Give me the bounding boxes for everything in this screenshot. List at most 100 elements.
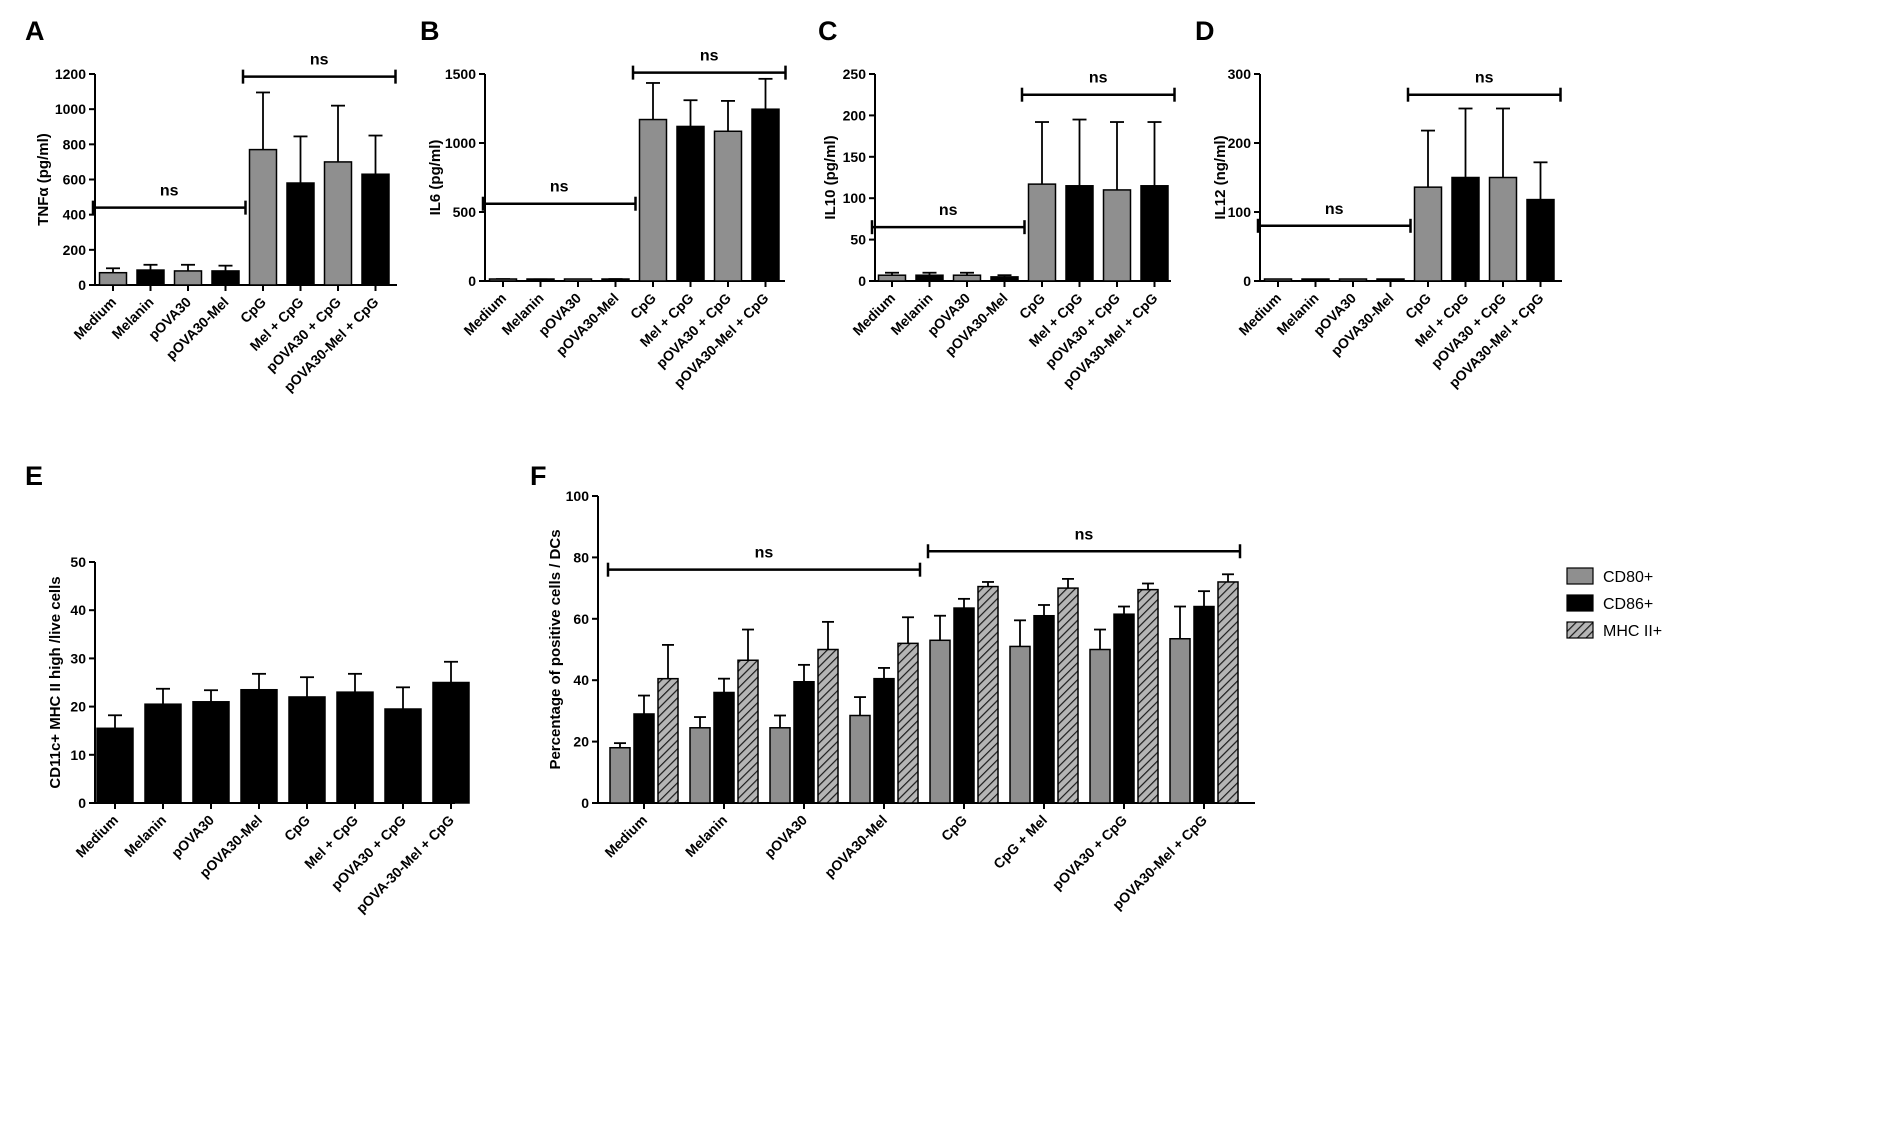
x-tick-label: CpG bbox=[237, 294, 269, 326]
legend-label: CD86+ bbox=[1603, 596, 1653, 613]
y-tick-label: 200 bbox=[843, 107, 867, 123]
x-tick-label: pOVA30 bbox=[761, 812, 810, 861]
y-axis-title: CD11c+ MHC II high /live cells bbox=[47, 576, 64, 788]
legend-swatch-cd86- bbox=[1566, 594, 1594, 612]
bar-cd86- bbox=[793, 680, 815, 804]
bar bbox=[98, 271, 128, 286]
bar bbox=[676, 125, 705, 282]
panel-letter: D bbox=[1195, 16, 1215, 46]
y-tick-label: 400 bbox=[63, 207, 87, 223]
bar bbox=[1301, 278, 1330, 282]
y-tick-label: 0 bbox=[468, 273, 476, 289]
legend-swatch-cd80- bbox=[1566, 567, 1594, 585]
bar bbox=[488, 278, 518, 282]
x-tick-label: CpG bbox=[627, 290, 659, 322]
bar-mhc-ii- bbox=[1057, 587, 1079, 804]
bar-cd80- bbox=[1089, 648, 1111, 804]
bar bbox=[1140, 185, 1169, 282]
x-tick-label: pOVA-30-Mel + CpG bbox=[353, 812, 457, 916]
bar-mhc-ii- bbox=[897, 642, 919, 804]
x-tick-label: CpG bbox=[1402, 290, 1434, 322]
ns-label: ns bbox=[1075, 526, 1094, 543]
bar bbox=[713, 130, 743, 282]
bar bbox=[288, 696, 326, 804]
bar-cd80- bbox=[849, 714, 871, 804]
y-tick-label: 30 bbox=[70, 650, 86, 666]
y-tick-label: 40 bbox=[573, 672, 589, 688]
y-tick-label: 200 bbox=[1228, 135, 1252, 151]
y-tick-label: 0 bbox=[78, 795, 86, 811]
bar bbox=[384, 708, 422, 804]
y-tick-label: 1000 bbox=[55, 101, 86, 117]
bar-cd80- bbox=[929, 639, 951, 804]
x-tick-label: Medium bbox=[72, 812, 121, 861]
y-tick-label: 80 bbox=[573, 549, 589, 565]
y-axis-title: IL12 (ng/ml) bbox=[1212, 135, 1229, 219]
bar bbox=[1027, 183, 1057, 282]
y-tick-label: 40 bbox=[70, 602, 86, 618]
panel-letter: C bbox=[818, 16, 838, 46]
panel-f: F 0 20 40 60 80 100 Percentage of positive cell… bbox=[530, 461, 1662, 913]
ns-label: ns bbox=[550, 179, 569, 196]
bar bbox=[638, 118, 668, 282]
x-tick-label: Melanin bbox=[682, 812, 730, 860]
bar-mhc-ii- bbox=[817, 648, 839, 804]
bar bbox=[601, 278, 630, 282]
bar bbox=[1102, 189, 1132, 282]
legend-swatch-mhc-ii- bbox=[1566, 621, 1594, 639]
y-tick-label: 20 bbox=[70, 699, 86, 715]
ns-label: ns bbox=[160, 183, 179, 200]
bar bbox=[1338, 278, 1368, 282]
x-tick-label: CpG bbox=[1016, 290, 1048, 322]
bar-cd86- bbox=[873, 677, 895, 804]
bar-cd80- bbox=[1009, 645, 1031, 804]
panel-letter: A bbox=[25, 16, 45, 46]
bar bbox=[526, 278, 555, 282]
bar-cd86- bbox=[713, 691, 735, 804]
bar bbox=[1488, 176, 1518, 282]
y-tick-label: 250 bbox=[843, 66, 867, 82]
panel-letter: E bbox=[25, 461, 43, 491]
y-tick-label: 0 bbox=[581, 795, 589, 811]
bar bbox=[990, 276, 1019, 282]
legend-label: MHC II+ bbox=[1603, 623, 1662, 640]
y-tick-label: 200 bbox=[63, 242, 87, 258]
legend: CD80+ CD86+ MHC II+ bbox=[1566, 567, 1662, 640]
y-tick-label: 50 bbox=[850, 232, 866, 248]
bar-mhc-ii- bbox=[657, 677, 679, 804]
bar bbox=[136, 269, 165, 286]
bar bbox=[1376, 278, 1405, 282]
bar-cd86- bbox=[1033, 614, 1055, 804]
ns-label: ns bbox=[755, 545, 774, 562]
bar bbox=[361, 173, 390, 286]
bar-cd80- bbox=[1169, 638, 1191, 804]
x-tick-label: Melanin bbox=[121, 812, 169, 860]
bar bbox=[952, 274, 982, 282]
bar bbox=[96, 727, 134, 804]
ns-label: ns bbox=[1089, 70, 1108, 87]
y-tick-label: 500 bbox=[453, 204, 477, 220]
y-tick-label: 100 bbox=[843, 190, 867, 206]
bar bbox=[336, 691, 374, 804]
bar bbox=[173, 270, 203, 286]
x-tick-label: CpG + Mel bbox=[990, 812, 1050, 872]
bar bbox=[915, 274, 944, 282]
y-tick-label: 1200 bbox=[55, 66, 86, 82]
y-tick-label: 1000 bbox=[445, 135, 476, 151]
panel-letter: F bbox=[530, 461, 547, 491]
bar-cd86- bbox=[953, 607, 975, 804]
bar-cd80- bbox=[689, 727, 711, 804]
bar bbox=[432, 681, 470, 804]
x-tick-label: CpG bbox=[281, 812, 313, 844]
y-axis-title: IL10 (pg/ml) bbox=[822, 135, 839, 219]
y-tick-label: 800 bbox=[63, 136, 87, 152]
y-axis-title: IL6 (pg/ml) bbox=[427, 140, 444, 216]
x-tick-label: pOVA30 bbox=[168, 812, 217, 861]
x-tick-label: CpG bbox=[938, 812, 970, 844]
y-tick-label: 0 bbox=[1243, 273, 1251, 289]
